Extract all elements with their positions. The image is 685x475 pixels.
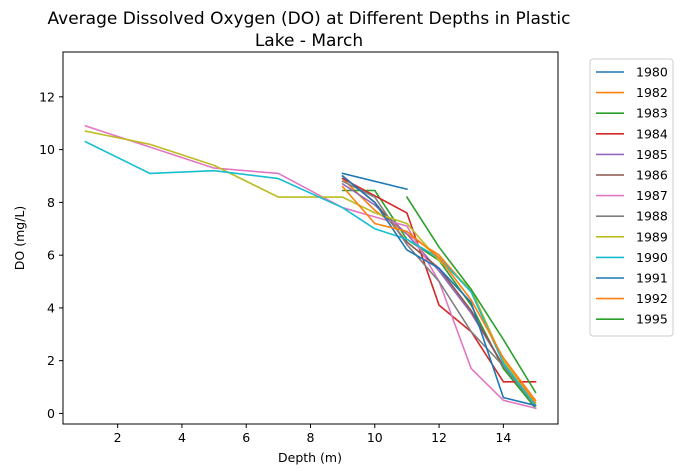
legend-label-1991: 1991 (636, 271, 668, 286)
x-tick-label: 14 (495, 430, 511, 445)
series-line-1987 (84, 124, 537, 410)
y-axis-label: DO (mg/L) (12, 206, 27, 270)
legend-label-1986: 1986 (636, 168, 668, 183)
x-tick-label: 8 (307, 430, 315, 445)
chart-title-line2: Lake - March (255, 31, 363, 51)
legend: 1980 1982 1983 1984 1985 1986 1987 1988 1989 1990… (589, 58, 674, 337)
x-tick-label: 10 (367, 430, 383, 445)
legend-box (589, 58, 674, 337)
y-tick-label: 0 (47, 406, 55, 421)
plot-lines (84, 124, 537, 410)
legend-label-1992: 1992 (636, 291, 668, 306)
series-line-1992 (341, 185, 537, 402)
legend-label-1989: 1989 (636, 229, 668, 244)
x-tick-label: 4 (178, 430, 186, 445)
y-tick-label: 6 (47, 248, 55, 263)
legend-label-1990: 1990 (636, 250, 668, 265)
legend-label-1985: 1985 (636, 147, 668, 162)
y-tick-label: 12 (39, 89, 55, 104)
series-line-1991 (341, 174, 537, 407)
series-line-1990 (84, 140, 537, 407)
legend-label-1984: 1984 (636, 126, 668, 141)
x-tick-label: 6 (242, 430, 250, 445)
x-axis: 2 4 6 8 10 12 14 (114, 424, 511, 445)
series-line-1984 (341, 177, 537, 383)
y-axis: 0 2 4 6 8 10 12 (39, 89, 63, 421)
x-tick-label: 12 (431, 430, 447, 445)
legend-label-1980: 1980 (636, 65, 668, 80)
series-line-1983 (341, 189, 537, 410)
plot-frame (62, 51, 559, 425)
y-tick-label: 2 (47, 353, 55, 368)
y-tick-label: 10 (39, 142, 55, 157)
chart-title: Average Dissolved Oxygen (DO) at Differe… (48, 9, 571, 51)
legend-label-1983: 1983 (636, 106, 668, 121)
legend-label-1987: 1987 (636, 188, 668, 203)
series-line-1980 (341, 172, 408, 191)
series-line-1995 (405, 195, 537, 394)
series-line-1989 (84, 130, 537, 407)
legend-label-1988: 1988 (636, 209, 668, 224)
legend-label-1995: 1995 (636, 312, 668, 327)
x-axis-label: Depth (m) (278, 450, 342, 465)
chart-title-line1: Average Dissolved Oxygen (DO) at Differe… (48, 9, 571, 29)
series-line-1988 (341, 180, 537, 407)
y-tick-label: 4 (47, 300, 55, 315)
legend-label-1982: 1982 (636, 85, 668, 100)
y-tick-label: 8 (47, 195, 55, 210)
x-tick-label: 2 (114, 430, 122, 445)
